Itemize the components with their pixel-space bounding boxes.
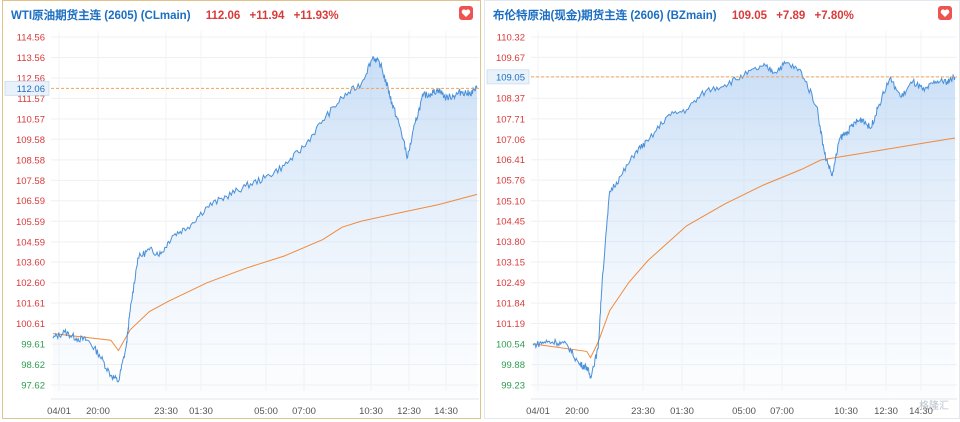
heart-icon[interactable] <box>938 6 952 20</box>
x-tick-label: 05:00 <box>254 406 278 417</box>
price-line <box>52 56 478 383</box>
x-tick-label: 23:30 <box>154 406 178 417</box>
y-tick-label: 101.84 <box>496 299 525 310</box>
x-tick-label: 05:00 <box>732 406 756 417</box>
brent-header: 布伦特原油(现金)期货主连 (2606) (BZmain) 109.05 +7.… <box>493 7 854 23</box>
x-tick-label: 20:00 <box>86 406 110 417</box>
y-tick-label: 102.60 <box>16 278 45 289</box>
y-tick-label: 105.10 <box>496 196 525 207</box>
x-tick-label: 01:30 <box>670 406 694 417</box>
y-tick-label: 99.61 <box>21 340 45 351</box>
y-tick-label: 107.71 <box>496 114 525 125</box>
y-tick-label: 106.41 <box>496 155 525 166</box>
x-tick-label: 04/01 <box>526 406 550 417</box>
y-tick-label: 105.59 <box>16 217 45 228</box>
y-tick-label: 103.15 <box>496 257 525 268</box>
brent-chart-panel: 布伦特原油(现金)期货主连 (2606) (BZmain) 109.05 +7.… <box>484 0 960 419</box>
x-tick-label: 23:30 <box>631 406 655 417</box>
y-tick-label: 107.06 <box>496 135 525 146</box>
x-tick-label: 14:30 <box>434 406 458 417</box>
x-tick-label: 10:30 <box>359 406 383 417</box>
y-tick-label: 110.57 <box>17 114 45 125</box>
y-tick-label: 111.57 <box>17 94 45 105</box>
y-tick-label: 105.76 <box>496 176 525 187</box>
y-tick-label: 104.59 <box>16 237 45 248</box>
x-tick-label: 04/01 <box>47 406 71 417</box>
y-tick-label: 102.49 <box>496 278 525 289</box>
y-tick-label: 112.56 <box>17 74 45 85</box>
y-tick-label: 104.45 <box>496 217 525 228</box>
watermark: 格隆汇 <box>919 401 949 412</box>
wti-change-pct: +11.93% <box>293 10 339 22</box>
current-price-label: 112.06 <box>17 84 45 95</box>
y-tick-label: 109.67 <box>496 53 525 64</box>
brent-change: +7.89 <box>776 10 806 22</box>
x-tick-label: 07:00 <box>292 406 316 417</box>
y-tick-label: 110.32 <box>497 33 525 44</box>
y-tick-label: 103.80 <box>496 237 525 248</box>
brent-change-pct: +7.80% <box>814 10 854 22</box>
y-tick-label: 109.58 <box>16 135 45 146</box>
y-tick-label: 99.88 <box>501 360 525 371</box>
brent-line-chart: 110.32 109.67 109.05 108.37 107.71 107.06 106.… <box>486 31 957 417</box>
x-tick-label: 07:00 <box>770 406 794 417</box>
x-tick-label: 10:30 <box>834 406 858 417</box>
y-tick-label: 106.59 <box>16 196 45 207</box>
y-tick-label: 114.56 <box>17 33 45 44</box>
wti-line-chart: 114.56 113.56 112.56 111.57 110.57 109.58 108.… <box>4 31 479 417</box>
x-tick-label: 12:30 <box>397 406 421 417</box>
y-tick-label: 113.56 <box>17 53 45 64</box>
wti-price: 112.06 <box>205 10 241 22</box>
x-tick-label: 20:00 <box>565 406 589 417</box>
heart-icon[interactable] <box>459 6 473 20</box>
current-price-label: 109.05 <box>496 72 525 83</box>
y-tick-label: 100.54 <box>496 339 525 350</box>
y-tick-label: 99.23 <box>501 381 525 392</box>
y-tick-label: 108.58 <box>16 155 45 166</box>
wti-change: +11.94 <box>249 10 285 22</box>
y-tick-label: 98.62 <box>21 360 45 371</box>
average-price-line <box>532 137 956 359</box>
average-price-line <box>52 193 478 352</box>
wti-title: WTI原油期货主连 (2605) (CLmain) <box>11 10 191 22</box>
y-tick-label: 97.62 <box>21 381 45 392</box>
x-tick-label: 14:30 <box>909 406 933 417</box>
y-tick-label: 107.58 <box>16 176 45 187</box>
current-price-tag <box>4 80 50 96</box>
x-tick-label: 12:30 <box>874 406 898 417</box>
price-area <box>53 56 477 399</box>
wti-chart-panel: WTI原油期货主连 (2605) (CLmain) 112.06 +11.94 … <box>2 0 481 419</box>
brent-title: 布伦特原油(现金)期货主连 (2606) (BZmain) <box>493 10 717 22</box>
y-tick-label: 100.61 <box>16 319 45 330</box>
y-tick-label: 101.61 <box>16 299 45 310</box>
brent-price: 109.05 <box>731 10 768 22</box>
price-line <box>532 60 956 379</box>
wti-header: WTI原油期货主连 (2605) (CLmain) 112.06 +11.94 … <box>11 7 339 23</box>
y-tick-label: 101.19 <box>496 319 525 330</box>
y-tick-label: 103.60 <box>16 258 45 269</box>
x-tick-label: 01:30 <box>189 406 213 417</box>
y-tick-label: 108.37 <box>496 94 525 105</box>
current-price-tag <box>486 69 530 85</box>
price-area <box>533 61 955 399</box>
